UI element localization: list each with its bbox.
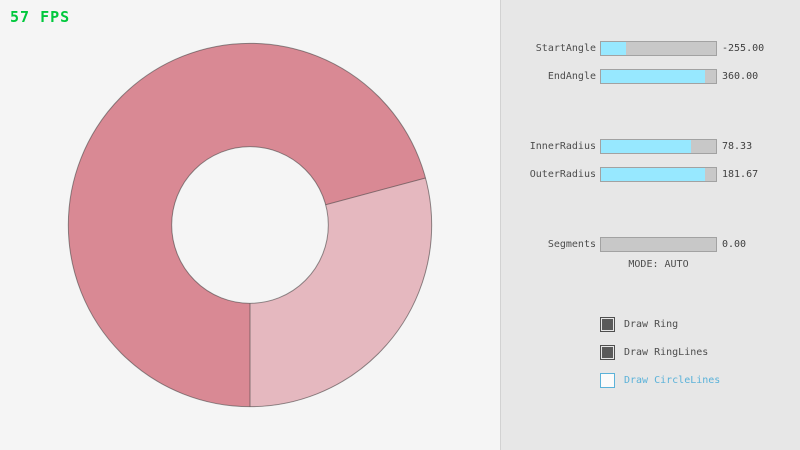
draw-circlelines-checkbox[interactable]: Draw CircleLines <box>600 373 720 388</box>
outerradius-row: OuterRadius 181.67 <box>501 167 800 182</box>
startangle-slider-fill <box>601 42 626 55</box>
segments-value: 0.00 <box>722 239 747 250</box>
fps-counter: 57 FPS <box>10 8 71 26</box>
outerradius-label: OuterRadius <box>529 169 596 180</box>
draw-circlelines-checkbox-label: Draw CircleLines <box>624 375 721 386</box>
startangle-sliderbar[interactable] <box>600 41 717 56</box>
segments-sliderbar[interactable] <box>600 237 717 252</box>
endangle-row: EndAngle 360.00 <box>501 69 800 84</box>
endangle-label: EndAngle <box>547 71 596 82</box>
startangle-row: StartAngle -255.00 <box>501 41 800 56</box>
draw-ring-checkbox[interactable]: Draw Ring <box>600 317 678 332</box>
outerradius-value: 181.67 <box>722 169 759 180</box>
segments-mode-text: MODE: AUTO <box>628 259 689 270</box>
draw-ring-checkbox-box[interactable] <box>600 317 615 332</box>
endangle-value: 360.00 <box>722 71 759 82</box>
draw-ringlines-checkbox-label: Draw RingLines <box>624 347 709 358</box>
innerradius-row: InnerRadius 78.33 <box>501 139 800 154</box>
endangle-sliderbar[interactable] <box>600 69 717 84</box>
innerradius-label: InnerRadius <box>529 141 596 152</box>
innerradius-value: 78.33 <box>722 141 753 152</box>
draw-ring-checkbox-label: Draw Ring <box>624 319 679 330</box>
ring-chart <box>67 42 433 408</box>
draw-ringlines-checkbox[interactable]: Draw RingLines <box>600 345 708 360</box>
innerradius-slider-fill <box>601 140 692 153</box>
draw-circlelines-checkbox-box[interactable] <box>600 373 615 388</box>
control-panel: StartAngle -255.00 EndAngle 360.00 Inner… <box>500 0 800 450</box>
drawing-canvas: 57 FPS <box>10 8 433 408</box>
startangle-label: StartAngle <box>535 43 596 54</box>
innerradius-sliderbar[interactable] <box>600 139 717 154</box>
segments-label: Segments <box>547 239 596 250</box>
segments-row: Segments 0.00 <box>501 237 800 252</box>
endangle-slider-fill <box>601 70 705 83</box>
outerradius-sliderbar[interactable] <box>600 167 717 182</box>
startangle-value: -255.00 <box>722 43 765 54</box>
draw-ringlines-checkbox-box[interactable] <box>600 345 615 360</box>
outerradius-slider-fill <box>601 168 706 181</box>
